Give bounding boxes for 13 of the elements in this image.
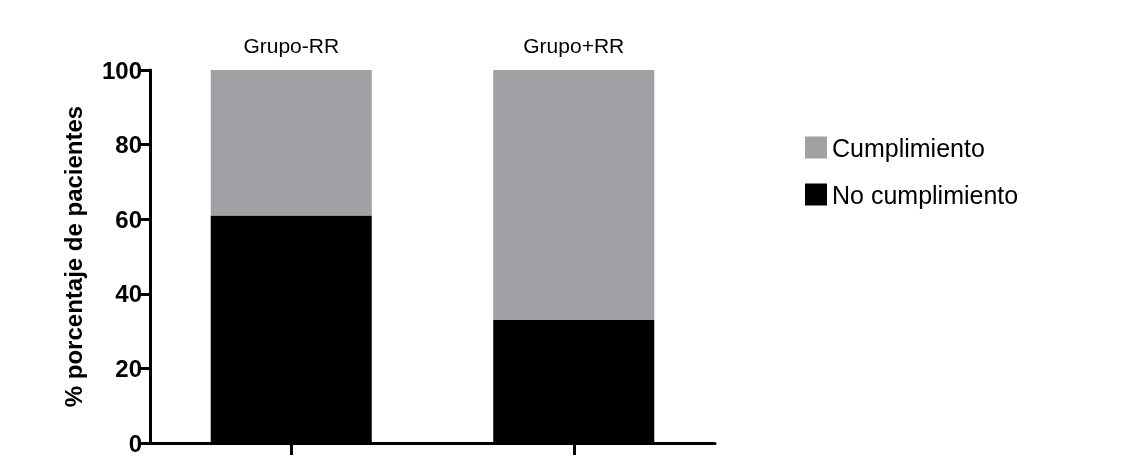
y-tick-label: 80	[115, 131, 142, 159]
y-tick-label: 40	[115, 280, 142, 308]
y-tick-label: 20	[115, 354, 142, 382]
y-tick-label: 100	[101, 56, 142, 84]
bar	[493, 70, 655, 320]
legend-label: Cumplimiento	[832, 133, 985, 162]
y-tick-label: 60	[115, 205, 142, 233]
bar	[210, 70, 372, 216]
x-tick-label: Grupo-RR	[243, 34, 340, 57]
y-tick-label: 0	[128, 429, 142, 457]
x-tick-label: Grupo+RR	[523, 34, 625, 57]
legend-label: No cumplimiento	[832, 180, 1019, 209]
y-axis-title: % porcentaje de pacientes	[59, 105, 87, 408]
